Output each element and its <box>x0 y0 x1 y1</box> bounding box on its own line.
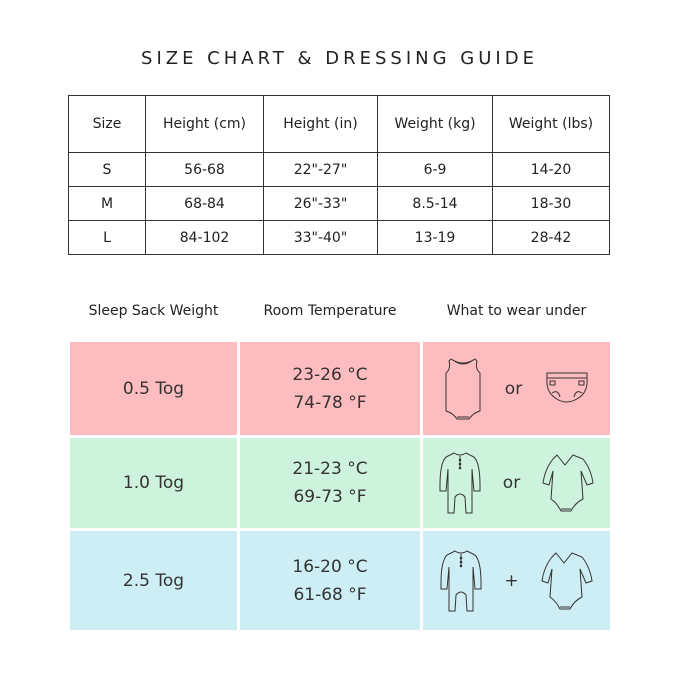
table-row: L 84-102 33"-40" 13-19 28-42 <box>68 220 610 255</box>
cell: 13-19 <box>377 220 493 255</box>
cell: 18-30 <box>492 186 610 221</box>
cell: 68-84 <box>145 186 264 221</box>
footless-romper-icon <box>440 550 482 611</box>
header-weight-lbs: Weight (lbs) <box>492 95 610 153</box>
tog-cell: 2.5 Tog <box>70 531 237 630</box>
connector-text: or <box>504 378 523 399</box>
fahrenheit-range: 74-78 °F <box>293 392 367 413</box>
cell: 22"-27" <box>263 152 378 187</box>
wear-cell: or <box>423 342 610 435</box>
cell: 6-9 <box>377 152 493 187</box>
fahrenheit-range: 69-73 °F <box>293 487 367 507</box>
header-room-temperature: Room Temperature <box>263 303 397 319</box>
cell: M <box>68 186 146 221</box>
guide-row-2-5-tog: 2.5 Tog 16-20 °C 61-68 °F + <box>70 531 610 630</box>
table-row: M 68-84 26"-33" 8.5-14 18-30 <box>68 186 610 221</box>
temperature-cell: 21-23 °C 69-73 °F <box>240 438 420 528</box>
cell: S <box>68 152 146 187</box>
header-height-cm: Height (cm) <box>145 95 264 153</box>
connector-text: or <box>502 473 521 493</box>
guide-row-0-5-tog: 0.5 Tog 23-26 °C 74-78 °F or <box>70 342 610 435</box>
cell: 14-20 <box>492 152 610 187</box>
celsius-range: 21-23 °C <box>292 459 368 479</box>
page-title: SIZE CHART & DRESSING GUIDE <box>141 48 538 69</box>
temperature-cell: 23-26 °C 74-78 °F <box>240 342 420 435</box>
tog-cell: 1.0 Tog <box>70 438 237 528</box>
header-sleep-sack-weight: Sleep Sack Weight <box>88 303 219 319</box>
size-chart-table: Size Height (cm) Height (in) Weight (kg)… <box>68 95 610 255</box>
header-weight-kg: Weight (kg) <box>377 95 493 153</box>
table-row: S 56-68 22"-27" 6-9 14-20 <box>68 152 610 187</box>
tog-cell: 0.5 Tog <box>70 342 237 435</box>
sleeveless-bodysuit-icon <box>445 358 481 419</box>
celsius-range: 23-26 °C <box>292 364 368 385</box>
cell: 33"-40" <box>263 220 378 255</box>
cell: L <box>68 220 146 255</box>
wear-cell: or <box>423 438 610 528</box>
connector-text: + <box>504 570 519 591</box>
header-size: Size <box>68 95 146 153</box>
footless-romper-icon <box>439 452 481 514</box>
wear-cell: + <box>423 531 610 630</box>
fahrenheit-range: 61-68 °F <box>293 584 367 605</box>
cell: 56-68 <box>145 152 264 187</box>
cell: 28-42 <box>492 220 610 255</box>
guide-row-1-0-tog: 1.0 Tog 21-23 °C 69-73 °F or <box>70 438 610 528</box>
celsius-range: 16-20 °C <box>292 556 368 577</box>
diaper-icon <box>546 372 588 402</box>
long-sleeve-bodysuit-icon <box>541 552 593 609</box>
table-header-row: Size Height (cm) Height (in) Weight (kg)… <box>68 95 610 153</box>
cell: 84-102 <box>145 220 264 255</box>
header-height-in: Height (in) <box>263 95 378 153</box>
long-sleeve-bodysuit-icon <box>542 454 594 512</box>
cell: 8.5-14 <box>377 186 493 221</box>
temperature-cell: 16-20 °C 61-68 °F <box>240 531 420 630</box>
header-what-to-wear: What to wear under <box>446 303 587 319</box>
cell: 26"-33" <box>263 186 378 221</box>
